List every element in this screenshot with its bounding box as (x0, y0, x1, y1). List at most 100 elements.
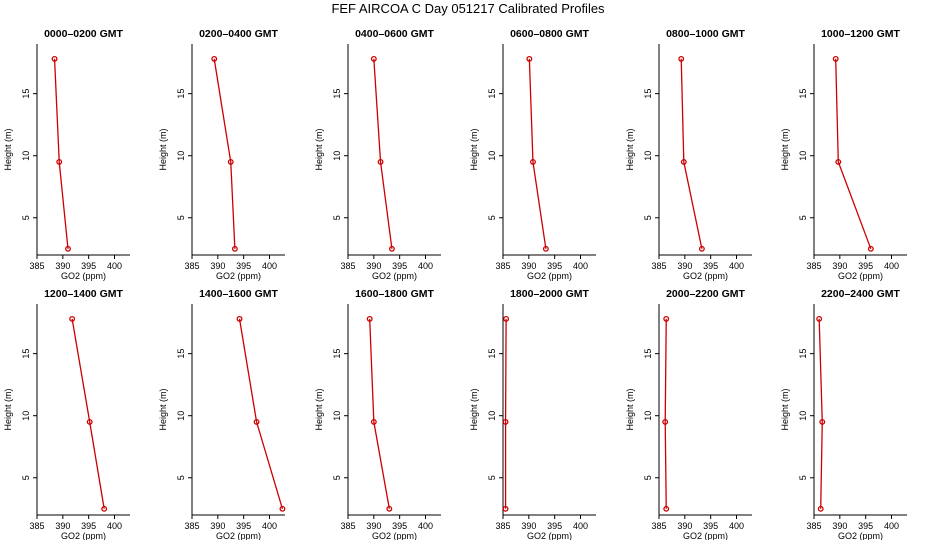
panel-title: 0400–0600 GMT (355, 28, 434, 40)
x-tick-label: 385 (184, 261, 199, 271)
y-tick-label: 10 (487, 411, 497, 421)
x-tick-label: 385 (340, 261, 355, 271)
data-point (867, 245, 874, 252)
y-axis-label: Height (m) (158, 388, 168, 430)
y-tick-label: 10 (798, 151, 808, 161)
y-axis-label: Height (m) (625, 128, 635, 170)
profile-panel: 2000–2200 GMT 385 390 395 400 5 10 15 GO2 (ppm) H… (625, 288, 752, 540)
y-tick-label: 10 (798, 411, 808, 421)
y-tick-label: 10 (643, 411, 653, 421)
x-tick-label: 395 (703, 261, 718, 271)
x-tick-label: 400 (884, 521, 899, 531)
data-point (211, 55, 218, 62)
y-tick-label: 15 (176, 349, 186, 359)
x-axis-label: GO2 (ppm) (683, 271, 728, 281)
profile-line (71, 318, 105, 509)
x-tick-label: 390 (677, 521, 692, 531)
profile-panel: 0400–0600 GMT 385 390 395 400 5 10 15 GO2 (ppm) H… (314, 28, 441, 281)
data-point (86, 418, 93, 425)
x-tick-label: 400 (262, 261, 277, 271)
profile-line (835, 58, 872, 250)
y-axis-label: Height (m) (469, 388, 479, 430)
x-axis-label: GO2 (ppm) (372, 271, 417, 281)
profile-line (680, 58, 703, 249)
x-axis-label: GO2 (ppm) (216, 531, 261, 540)
profile-panel: 1800–2000 GMT 385 390 395 400 5 10 15 GO2 (ppm) H… (469, 288, 596, 540)
x-axis-label: GO2 (ppm) (527, 271, 572, 281)
profile-line (818, 318, 823, 509)
data-point (236, 315, 243, 322)
data-point (253, 418, 260, 425)
profile-panel: 0000–0200 GMT 385 390 395 400 5 10 15 GO2 (ppm) H… (3, 28, 130, 281)
y-tick-label: 15 (487, 349, 497, 359)
data-point (502, 418, 509, 425)
x-tick-label: 390 (521, 521, 536, 531)
x-tick-label: 385 (495, 261, 510, 271)
x-tick-label: 385 (495, 521, 510, 531)
data-point (678, 55, 685, 62)
profile-panel: 1400–1600 GMT 385 390 395 400 5 10 15 GO2 (ppm) H… (158, 288, 286, 540)
x-axis-label: GO2 (ppm) (372, 531, 417, 540)
y-axis-label: Height (m) (314, 128, 324, 170)
profile-panel: 2200–2400 GMT 385 390 395 400 5 10 15 GO2 (ppm) H… (780, 288, 907, 540)
x-tick-label: 395 (236, 521, 251, 531)
x-tick-label: 395 (392, 521, 407, 531)
data-point (817, 505, 824, 512)
y-tick-label: 15 (21, 89, 31, 99)
profile-line (504, 318, 507, 509)
y-axis-label: Height (m) (469, 128, 479, 170)
data-point (832, 55, 839, 62)
x-tick-label: 395 (703, 521, 718, 531)
y-tick-label: 5 (643, 215, 653, 220)
x-tick-label: 385 (29, 521, 44, 531)
data-point (502, 505, 509, 512)
x-tick-label: 390 (366, 261, 381, 271)
x-tick-label: 395 (81, 521, 96, 531)
profile-panel: 1200–1400 GMT 385 390 395 400 5 10 15 GO2 (ppm) H… (3, 288, 130, 540)
x-tick-label: 400 (418, 521, 433, 531)
y-tick-label: 15 (176, 89, 186, 99)
panel-title: 1600–1800 GMT (355, 288, 434, 300)
y-tick-label: 5 (798, 215, 808, 220)
data-point (542, 245, 549, 252)
y-tick-label: 15 (798, 349, 808, 359)
profile-panel: 1000–1200 GMT 385 390 395 400 5 10 15 GO2 (ppm) H… (780, 28, 907, 281)
y-tick-label: 10 (21, 411, 31, 421)
data-point (663, 505, 670, 512)
data-point (65, 245, 71, 252)
y-tick-label: 5 (332, 215, 342, 220)
x-tick-label: 400 (573, 521, 588, 531)
profile-panel: 0200–0400 GMT 385 390 395 400 5 10 15 GO2 (ppm) H… (158, 28, 285, 281)
x-tick-label: 390 (677, 261, 692, 271)
y-tick-label: 10 (176, 411, 186, 421)
panel-title: 0200–0400 GMT (199, 28, 278, 40)
y-tick-label: 15 (798, 89, 808, 99)
data-point (101, 505, 108, 512)
y-tick-label: 5 (487, 215, 497, 220)
y-tick-label: 5 (21, 215, 31, 220)
x-tick-label: 390 (832, 521, 847, 531)
y-axis-label: Height (m) (3, 128, 13, 170)
profile-line (213, 58, 236, 249)
y-tick-label: 15 (332, 349, 342, 359)
y-axis-label: Height (m) (780, 128, 790, 170)
x-axis-label: GO2 (ppm) (838, 531, 883, 540)
x-tick-label: 395 (81, 261, 96, 271)
x-tick-label: 400 (729, 261, 744, 271)
y-tick-label: 10 (332, 151, 342, 161)
y-axis-label: Height (m) (625, 388, 635, 430)
data-point (279, 505, 286, 512)
data-point (370, 55, 377, 62)
x-tick-label: 395 (858, 261, 873, 271)
profile-line (528, 58, 547, 249)
y-tick-label: 15 (487, 89, 497, 99)
profile-panel: 0600–0800 GMT 385 390 395 400 5 10 15 GO2 (ppm) H… (469, 28, 596, 281)
x-tick-label: 400 (729, 521, 744, 531)
panel-title: 1000–1200 GMT (821, 28, 900, 40)
y-tick-label: 15 (643, 349, 653, 359)
profile-panel: 0800–1000 GMT 385 390 395 400 5 10 15 GO2 (ppm) H… (625, 28, 752, 281)
y-tick-label: 5 (332, 475, 342, 480)
x-axis-label: GO2 (ppm) (527, 531, 572, 540)
x-tick-label: 400 (573, 261, 588, 271)
